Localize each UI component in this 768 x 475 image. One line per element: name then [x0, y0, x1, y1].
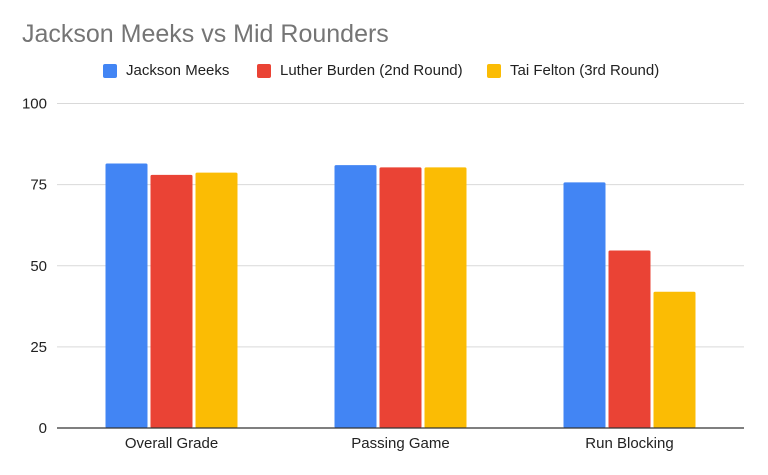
legend-item-jackson-meeks[interactable]: Jackson Meeks — [103, 62, 229, 79]
legend-swatch-tai-felton — [487, 63, 501, 78]
y-tick-label: 50 — [30, 258, 47, 275]
legend-item-tai-felton[interactable]: Tai Felton (3rd Round) — [487, 62, 659, 79]
bar[interactable] — [334, 165, 377, 428]
x-tick-label: Run Blocking — [585, 435, 673, 452]
legend-swatch-luther-burden — [257, 63, 271, 78]
bar[interactable] — [379, 167, 422, 428]
bar[interactable] — [653, 291, 696, 428]
x-tick-label: Passing Game — [351, 435, 449, 452]
legend-label: Tai Felton (3rd Round) — [510, 62, 660, 79]
legend-swatch-jackson-meeks — [103, 63, 117, 78]
bar[interactable] — [424, 167, 467, 428]
x-tick-label: Overall Grade — [125, 435, 218, 452]
legend-item-luther-burden[interactable]: Luther Burden (2nd Round) — [257, 62, 463, 79]
bar[interactable] — [608, 250, 651, 428]
legend-label: Luther Burden (2nd Round) — [280, 62, 463, 79]
y-tick-label: 0 — [39, 420, 47, 437]
chart-title: Jackson Meeks vs Mid Rounders — [22, 20, 389, 48]
bar[interactable] — [563, 182, 606, 428]
y-tick-label: 100 — [22, 96, 47, 113]
bar[interactable] — [105, 163, 148, 428]
bar[interactable] — [195, 172, 238, 428]
y-tick-label: 25 — [30, 339, 47, 356]
legend-label: Jackson Meeks — [126, 62, 230, 79]
y-tick-label: 75 — [30, 177, 47, 194]
bar[interactable] — [150, 174, 193, 428]
legend: Jackson Meeks Luther Burden (2nd Round) … — [0, 62, 768, 84]
